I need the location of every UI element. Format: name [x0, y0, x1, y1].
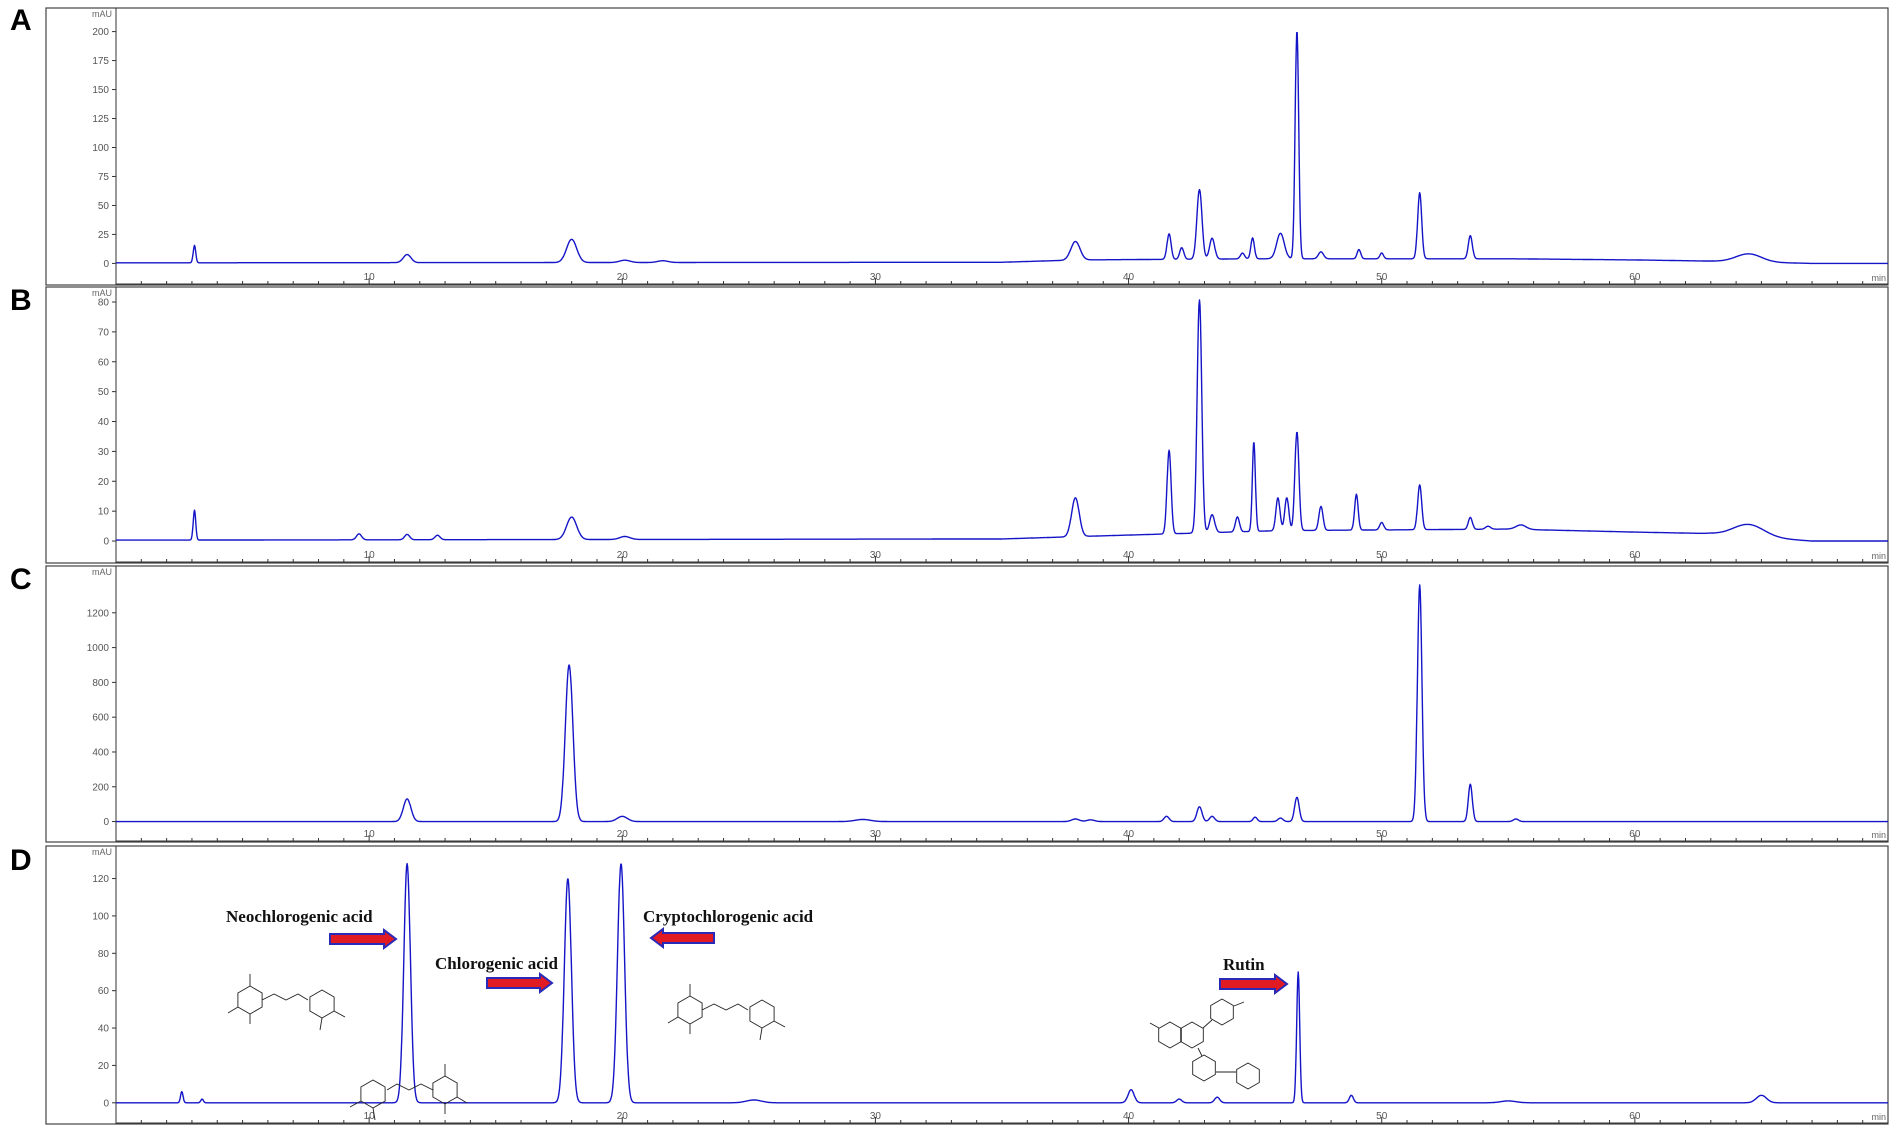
- x-tick-label: 10: [364, 272, 376, 283]
- y-tick-label: 75: [98, 172, 110, 183]
- y-tick-label: 150: [92, 85, 109, 96]
- y-tick-label: 200: [92, 27, 109, 38]
- y-tick-label: 30: [98, 447, 110, 458]
- peak-annotation-label: Chlorogenic acid: [435, 954, 558, 973]
- x-unit-label: min: [1871, 273, 1886, 283]
- x-tick-label: 30: [870, 1111, 882, 1122]
- chlorogenic-acid-structure: [349, 1064, 468, 1121]
- panel-frame: [45, 565, 1889, 843]
- y-tick-label: 10: [98, 507, 110, 518]
- x-tick-label: 20: [617, 550, 629, 561]
- y-tick-label: 400: [92, 747, 109, 758]
- panel-letter: B: [10, 284, 32, 317]
- x-unit-label: min: [1871, 551, 1886, 561]
- y-tick-label: 175: [92, 56, 109, 67]
- structure-drawings: [227, 974, 1260, 1121]
- y-tick-label: 80: [98, 297, 110, 308]
- x-tick-label: 50: [1376, 1111, 1388, 1122]
- x-tick-label: 20: [617, 272, 629, 283]
- x-tick-label: 10: [364, 829, 376, 840]
- peak-annotation-label: Rutin: [1223, 955, 1265, 974]
- chromatogram-trace: [115, 32, 1889, 265]
- panel-frame: [45, 286, 1889, 564]
- y-tick-label: 60: [98, 357, 110, 368]
- x-tick-label: 30: [870, 550, 882, 561]
- x-tick-label: 40: [1123, 829, 1135, 840]
- y-tick-label: 200: [92, 782, 109, 793]
- panel-letter: C: [10, 563, 32, 596]
- x-tick-label: 20: [617, 1111, 629, 1122]
- y-tick-label: 20: [98, 1061, 110, 1072]
- panel-letter: D: [10, 844, 32, 877]
- y-tick-label: 80: [98, 949, 110, 960]
- peak-annotation-arrow: [649, 927, 715, 949]
- x-tick-label: 10: [364, 1111, 376, 1122]
- y-unit-label: mAU: [92, 288, 112, 298]
- x-tick-label: 30: [870, 272, 882, 283]
- peak-annotation-label: Cryptochlorogenic acid: [643, 907, 814, 926]
- y-tick-label: 25: [98, 230, 110, 241]
- y-tick-label: 20: [98, 477, 110, 488]
- peak-annotation-label: Neochlorogenic acid: [226, 907, 373, 926]
- x-tick-label: 60: [1629, 829, 1641, 840]
- rutin-structure: [1149, 998, 1260, 1090]
- y-unit-label: mAU: [92, 9, 112, 19]
- x-tick-label: 20: [617, 829, 629, 840]
- y-tick-label: 800: [92, 678, 109, 689]
- x-tick-label: 60: [1629, 550, 1641, 561]
- y-tick-label: 70: [98, 327, 110, 338]
- x-tick-label: 50: [1376, 272, 1388, 283]
- y-unit-label: mAU: [92, 847, 112, 857]
- peak-annotation-arrow: [1219, 973, 1289, 995]
- y-tick-label: 0: [103, 1098, 109, 1109]
- y-tick-label: 40: [98, 1024, 110, 1035]
- y-tick-label: 600: [92, 713, 109, 724]
- panel-frame: [45, 7, 1889, 286]
- y-unit-label: mAU: [92, 567, 112, 577]
- y-tick-label: 120: [92, 874, 109, 885]
- x-tick-label: 60: [1629, 272, 1641, 283]
- y-tick-label: 125: [92, 114, 109, 125]
- y-tick-label: 1200: [87, 608, 110, 619]
- y-tick-label: 50: [98, 201, 110, 212]
- y-tick-label: 0: [103, 259, 109, 270]
- x-tick-label: 50: [1376, 550, 1388, 561]
- x-unit-label: min: [1871, 1112, 1886, 1122]
- x-unit-label: min: [1871, 830, 1886, 840]
- peak-annotation-arrow: [329, 928, 398, 950]
- y-tick-label: 60: [98, 986, 110, 997]
- y-tick-label: 1000: [87, 643, 110, 654]
- neochlorogenic-acid-structure: [227, 974, 346, 1031]
- panel-frame: [45, 845, 1889, 1125]
- cryptochlorogenic-acid-structure: [667, 984, 786, 1041]
- x-tick-label: 50: [1376, 829, 1388, 840]
- y-tick-label: 50: [98, 387, 110, 398]
- peak-annotation-arrow: [486, 972, 554, 994]
- y-tick-label: 100: [92, 911, 109, 922]
- chromatogram-trace: [115, 862, 1889, 1104]
- x-tick-label: 30: [870, 829, 882, 840]
- y-tick-label: 0: [103, 537, 109, 548]
- chromatogram-trace: [115, 584, 1889, 823]
- x-tick-label: 40: [1123, 550, 1135, 561]
- x-tick-label: 10: [364, 550, 376, 561]
- y-tick-label: 0: [103, 817, 109, 828]
- x-tick-label: 40: [1123, 272, 1135, 283]
- x-tick-label: 40: [1123, 1111, 1135, 1122]
- chromatogram-trace: [115, 299, 1889, 542]
- y-tick-label: 40: [98, 417, 110, 428]
- x-tick-label: 60: [1629, 1111, 1641, 1122]
- panel-letter: A: [10, 4, 32, 37]
- y-tick-label: 100: [92, 143, 109, 154]
